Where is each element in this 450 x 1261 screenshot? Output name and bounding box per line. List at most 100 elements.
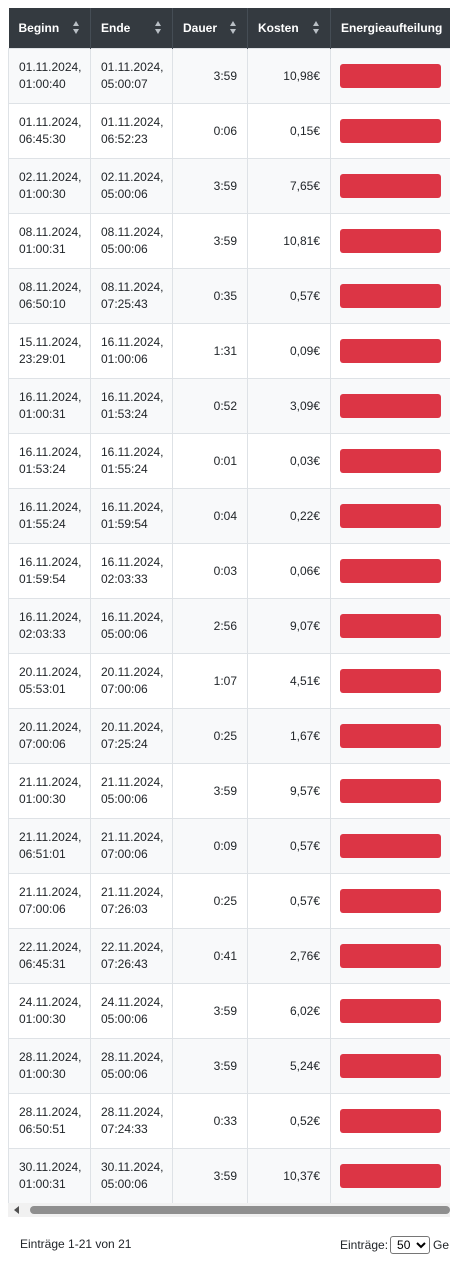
cell-dauer: 0:25: [172, 873, 248, 929]
cell-energieaufteilung: [330, 763, 450, 819]
cell-kosten: 9,57€: [247, 763, 331, 819]
cell-ende: 16.11.2024, 01:55:24: [90, 433, 173, 489]
cell-beginn: 24.11.2024, 01:00:30: [8, 983, 91, 1039]
cell-energieaufteilung: [330, 103, 450, 159]
horizontal-scrollbar[interactable]: [8, 1203, 450, 1217]
energy-bar: [340, 944, 441, 968]
entries-per-page-label: Einträge:: [340, 1238, 389, 1252]
cell-beginn: 02.11.2024, 01:00:30: [8, 158, 91, 214]
scrollbar-thumb[interactable]: [30, 1206, 450, 1214]
cell-energieaufteilung: [330, 48, 450, 104]
table-row: 16.11.2024, 02:03:33 16.11.2024, 05:00:06…: [8, 598, 450, 654]
table-row: 28.11.2024, 01:00:30 28.11.2024, 05:00:06…: [8, 1038, 450, 1094]
table-body: 01.11.2024, 01:00:40 01.11.2024, 05:00:07…: [8, 48, 450, 1204]
cell-energieaufteilung: [330, 323, 450, 379]
cell-kosten: 10,37€: [247, 1148, 331, 1204]
cell-ende: 22.11.2024, 07:26:43: [90, 928, 173, 984]
cell-energieaufteilung: [330, 708, 450, 764]
cell-dauer: 0:41: [172, 928, 248, 984]
cell-energieaufteilung: [330, 983, 450, 1039]
cell-dauer: 0:52: [172, 378, 248, 434]
cell-ende: 28.11.2024, 07:24:33: [90, 1093, 173, 1149]
table-row: 24.11.2024, 01:00:30 24.11.2024, 05:00:06…: [8, 983, 450, 1039]
cell-dauer: 1:31: [172, 323, 248, 379]
cell-beginn: 16.11.2024, 01:59:54: [8, 543, 91, 599]
charging-sessions-table: Beginn Ende Dauer Kosten: [8, 8, 450, 1204]
cell-kosten: 0,06€: [247, 543, 331, 599]
scroll-left-icon[interactable]: [14, 1206, 19, 1214]
cell-energieaufteilung: [330, 158, 450, 214]
cell-dauer: 0:25: [172, 708, 248, 764]
table-row: 30.11.2024, 01:00:31 30.11.2024, 05:00:06…: [8, 1148, 450, 1204]
cell-beginn: 21.11.2024, 01:00:30: [8, 763, 91, 819]
energy-bar: [340, 614, 441, 638]
cell-beginn: 20.11.2024, 07:00:06: [8, 708, 91, 764]
cell-beginn: 28.11.2024, 01:00:30: [8, 1038, 91, 1094]
cell-beginn: 16.11.2024, 01:53:24: [8, 433, 91, 489]
cell-dauer: 3:59: [172, 1038, 248, 1094]
cell-beginn: 21.11.2024, 07:00:06: [8, 873, 91, 929]
cell-kosten: 9,07€: [247, 598, 331, 654]
cell-ende: 01.11.2024, 06:52:23: [90, 103, 173, 159]
cell-kosten: 7,65€: [247, 158, 331, 214]
sort-icon[interactable]: [313, 21, 320, 35]
cell-ende: 21.11.2024, 07:26:03: [90, 873, 173, 929]
cell-ende: 28.11.2024, 05:00:06: [90, 1038, 173, 1094]
cell-kosten: 3,09€: [247, 378, 331, 434]
cell-beginn: 01.11.2024, 06:45:30: [8, 103, 91, 159]
sort-icon[interactable]: [155, 21, 162, 35]
table-row: 01.11.2024, 06:45:30 01.11.2024, 06:52:23…: [8, 103, 450, 159]
cell-ende: 20.11.2024, 07:25:24: [90, 708, 173, 764]
cell-dauer: 0:06: [172, 103, 248, 159]
cell-ende: 21.11.2024, 07:00:06: [90, 818, 173, 874]
cell-ende: 16.11.2024, 05:00:06: [90, 598, 173, 654]
header-kosten[interactable]: Kosten: [247, 8, 331, 49]
header-ende[interactable]: Ende: [90, 8, 173, 49]
cell-kosten: 0,22€: [247, 488, 331, 544]
cell-energieaufteilung: [330, 213, 450, 269]
cell-energieaufteilung: [330, 378, 450, 434]
sort-icon[interactable]: [230, 21, 237, 35]
entries-per-page-select[interactable]: 50: [390, 1236, 431, 1254]
cell-kosten: 0,57€: [247, 873, 331, 929]
cell-kosten: 0,15€: [247, 103, 331, 159]
cell-beginn: 28.11.2024, 06:50:51: [8, 1093, 91, 1149]
energy-bar: [340, 394, 441, 418]
table-row: 15.11.2024, 23:29:01 16.11.2024, 01:00:06…: [8, 323, 450, 379]
energy-bar: [340, 889, 441, 913]
header-kosten-label: Kosten: [258, 21, 299, 35]
cell-ende: 24.11.2024, 05:00:06: [90, 983, 173, 1039]
table-row: 16.11.2024, 01:55:24 16.11.2024, 01:59:54…: [8, 488, 450, 544]
cell-energieaufteilung: [330, 433, 450, 489]
cell-dauer: 3:59: [172, 213, 248, 269]
header-energieaufteilung: Energieaufteilung: [330, 8, 450, 49]
energy-bar: [340, 229, 441, 253]
table-row: 16.11.2024, 01:53:24 16.11.2024, 01:55:24…: [8, 433, 450, 489]
header-beginn[interactable]: Beginn: [8, 8, 91, 49]
cell-beginn: 20.11.2024, 05:53:01: [8, 653, 91, 709]
cell-energieaufteilung: [330, 1093, 450, 1149]
cell-kosten: 10,81€: [247, 213, 331, 269]
cell-energieaufteilung: [330, 598, 450, 654]
header-dauer[interactable]: Dauer: [172, 8, 248, 49]
cell-beginn: 22.11.2024, 06:45:31: [8, 928, 91, 984]
header-energieaufteilung-label: Energieaufteilung: [341, 21, 443, 35]
table-row: 28.11.2024, 06:50:51 28.11.2024, 07:24:33…: [8, 1093, 450, 1149]
sort-icon[interactable]: [73, 21, 80, 35]
table-row: 22.11.2024, 06:45:31 22.11.2024, 07:26:43…: [8, 928, 450, 984]
energy-bar: [340, 669, 441, 693]
table-row: 01.11.2024, 01:00:40 01.11.2024, 05:00:07…: [8, 48, 450, 104]
cell-ende: 16.11.2024, 02:03:33: [90, 543, 173, 599]
energy-bar: [340, 559, 441, 583]
energy-bar: [340, 1054, 441, 1078]
cell-kosten: 0,09€: [247, 323, 331, 379]
cell-energieaufteilung: [330, 653, 450, 709]
energy-bar: [340, 724, 441, 748]
table-row: 02.11.2024, 01:00:30 02.11.2024, 05:00:06…: [8, 158, 450, 214]
energy-bar: [340, 834, 441, 858]
cell-ende: 02.11.2024, 05:00:06: [90, 158, 173, 214]
cell-kosten: 4,51€: [247, 653, 331, 709]
cell-kosten: 2,76€: [247, 928, 331, 984]
energy-bar: [340, 284, 441, 308]
